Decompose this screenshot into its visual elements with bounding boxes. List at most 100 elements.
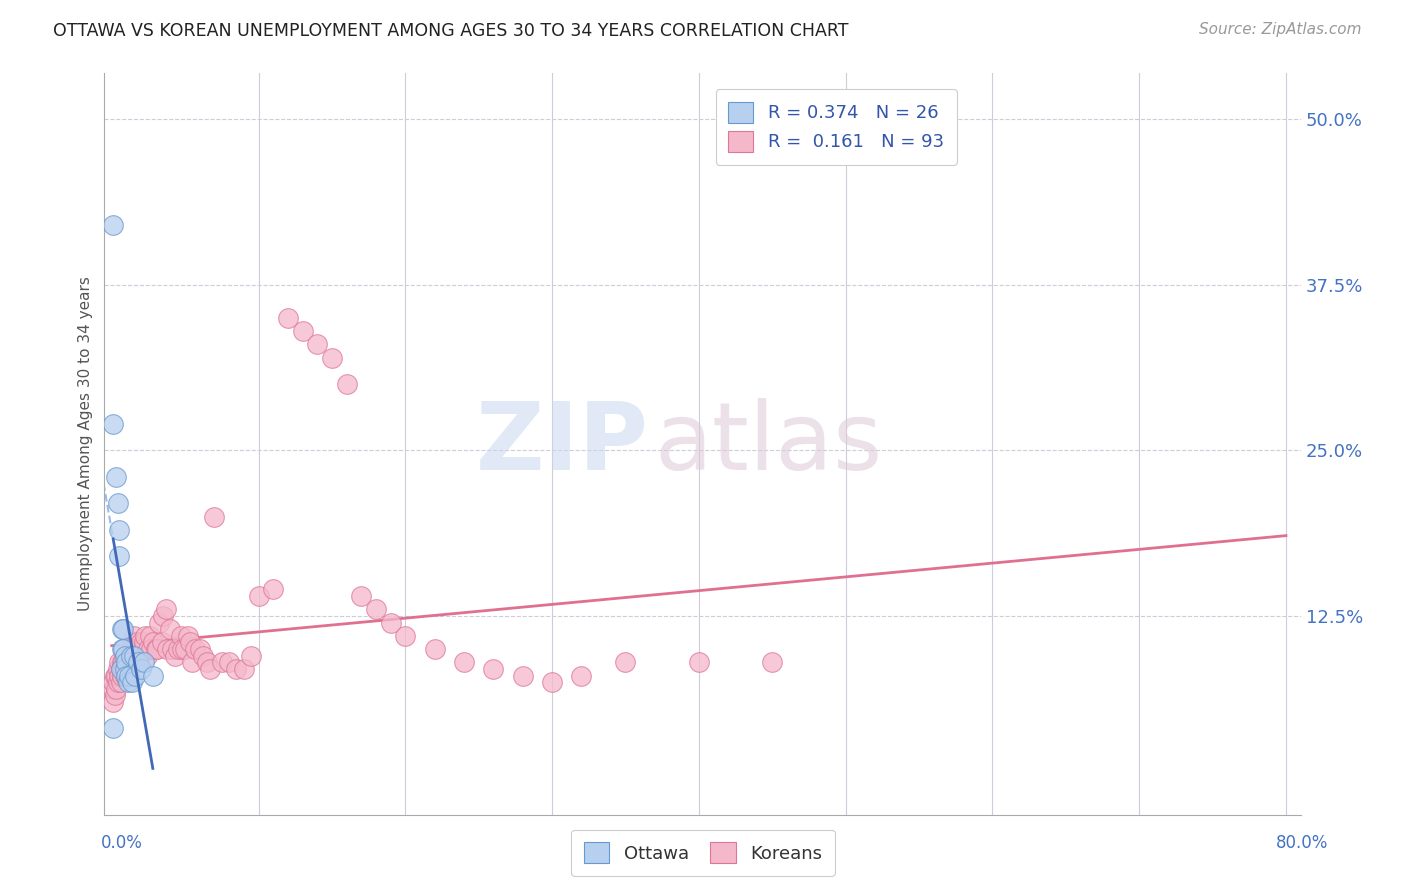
Point: [129, 662, 152, 676]
Point: [120, 648, 142, 663]
Point: [204, 509, 226, 524]
Point: [198, 662, 221, 676]
Point: [111, 622, 134, 636]
Point: [115, 668, 138, 682]
Point: [110, 662, 132, 676]
Point: [191, 648, 214, 663]
Point: [112, 642, 135, 657]
Point: [163, 648, 186, 663]
Point: [103, 219, 125, 233]
Point: [108, 523, 131, 537]
Point: [148, 615, 170, 630]
Point: [482, 662, 505, 676]
Point: [114, 668, 136, 682]
Point: [142, 635, 165, 649]
Point: [114, 648, 136, 663]
Point: [131, 642, 153, 657]
Point: [125, 642, 148, 657]
Point: [124, 668, 146, 682]
Point: [118, 648, 141, 663]
Point: [107, 662, 129, 676]
Point: [218, 655, 240, 669]
Point: [105, 668, 128, 682]
Point: [108, 549, 131, 564]
Point: [128, 648, 150, 663]
Point: [132, 655, 155, 669]
Point: [394, 629, 416, 643]
Point: [107, 675, 129, 690]
Point: [115, 655, 138, 669]
Point: [179, 635, 201, 649]
Point: [232, 662, 254, 676]
Point: [240, 648, 263, 663]
Point: [211, 655, 233, 669]
Point: [172, 642, 194, 657]
Point: [453, 655, 475, 669]
Text: 0.0%: 0.0%: [101, 834, 143, 852]
Point: [125, 635, 148, 649]
Point: [225, 662, 247, 676]
Point: [141, 642, 163, 657]
Point: [138, 642, 160, 657]
Text: 80.0%: 80.0%: [1277, 834, 1329, 852]
Point: [423, 642, 446, 657]
Point: [262, 582, 284, 597]
Point: [160, 642, 183, 657]
Point: [117, 642, 139, 657]
Point: [104, 689, 127, 703]
Y-axis label: Unemployment Among Ages 30 to 34 years: Unemployment Among Ages 30 to 34 years: [79, 277, 93, 611]
Point: [111, 668, 134, 682]
Point: [112, 662, 135, 676]
Point: [177, 629, 200, 643]
Point: [139, 629, 162, 643]
Point: [127, 655, 149, 669]
Point: [110, 662, 132, 676]
Point: [181, 655, 204, 669]
Point: [121, 642, 143, 657]
Point: [614, 655, 637, 669]
Point: [118, 668, 141, 682]
Point: [103, 695, 125, 709]
Point: [145, 642, 167, 657]
Point: [107, 496, 129, 510]
Point: [103, 722, 125, 736]
Point: [195, 655, 218, 669]
Point: [103, 675, 125, 690]
Point: [121, 675, 143, 690]
Point: [159, 622, 181, 636]
Point: [118, 655, 141, 669]
Point: [132, 635, 155, 649]
Legend: R = 0.374   N = 26, R =  0.161   N = 93: R = 0.374 N = 26, R = 0.161 N = 93: [716, 89, 956, 164]
Point: [142, 668, 165, 682]
Point: [115, 662, 138, 676]
Point: [117, 675, 139, 690]
Point: [291, 324, 314, 338]
Point: [114, 655, 136, 669]
Point: [122, 648, 145, 663]
Point: [155, 602, 177, 616]
Point: [571, 668, 593, 682]
Point: [512, 668, 534, 682]
Point: [364, 602, 387, 616]
Point: [103, 681, 125, 696]
Point: [350, 589, 373, 603]
Point: [188, 642, 211, 657]
Point: [108, 655, 131, 669]
Point: [136, 648, 159, 663]
Text: atlas: atlas: [655, 398, 883, 490]
Point: [129, 635, 152, 649]
Point: [156, 642, 179, 657]
Point: [124, 642, 146, 657]
Point: [114, 662, 136, 676]
Point: [127, 642, 149, 657]
Point: [104, 668, 127, 682]
Point: [688, 655, 710, 669]
Point: [541, 675, 564, 690]
Point: [117, 655, 139, 669]
Point: [120, 648, 142, 663]
Point: [110, 675, 132, 690]
Point: [111, 642, 134, 657]
Point: [105, 681, 128, 696]
Point: [146, 642, 169, 657]
Point: [184, 642, 207, 657]
